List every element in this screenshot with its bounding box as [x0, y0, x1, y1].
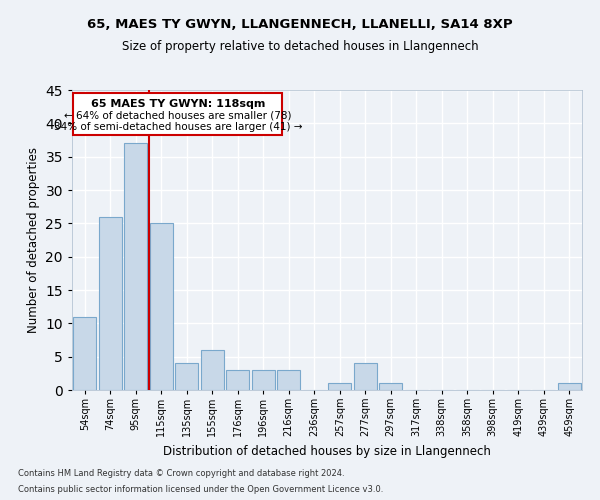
Y-axis label: Number of detached properties: Number of detached properties [27, 147, 40, 333]
Text: 34% of semi-detached houses are larger (41) →: 34% of semi-detached houses are larger (… [53, 122, 302, 132]
Bar [150, 224, 173, 390]
Bar [73, 316, 96, 390]
Text: Contains public sector information licensed under the Open Government Licence v3: Contains public sector information licen… [18, 485, 383, 494]
Bar [252, 370, 275, 390]
Text: Contains HM Land Registry data © Crown copyright and database right 2024.: Contains HM Land Registry data © Crown c… [18, 468, 344, 477]
FancyBboxPatch shape [73, 94, 283, 136]
Text: 65 MAES TY GWYN: 118sqm: 65 MAES TY GWYN: 118sqm [91, 99, 265, 109]
Bar [379, 384, 402, 390]
Bar [558, 384, 581, 390]
Text: Size of property relative to detached houses in Llangennech: Size of property relative to detached ho… [122, 40, 478, 53]
Bar [124, 144, 147, 390]
Bar [226, 370, 249, 390]
Text: ← 64% of detached houses are smaller (78): ← 64% of detached houses are smaller (78… [64, 110, 292, 120]
X-axis label: Distribution of detached houses by size in Llangennech: Distribution of detached houses by size … [163, 445, 491, 458]
Bar [277, 370, 300, 390]
Bar [354, 364, 377, 390]
Bar [328, 384, 351, 390]
Bar [99, 216, 122, 390]
Bar [175, 364, 198, 390]
Bar [201, 350, 224, 390]
Text: 65, MAES TY GWYN, LLANGENNECH, LLANELLI, SA14 8XP: 65, MAES TY GWYN, LLANGENNECH, LLANELLI,… [87, 18, 513, 30]
